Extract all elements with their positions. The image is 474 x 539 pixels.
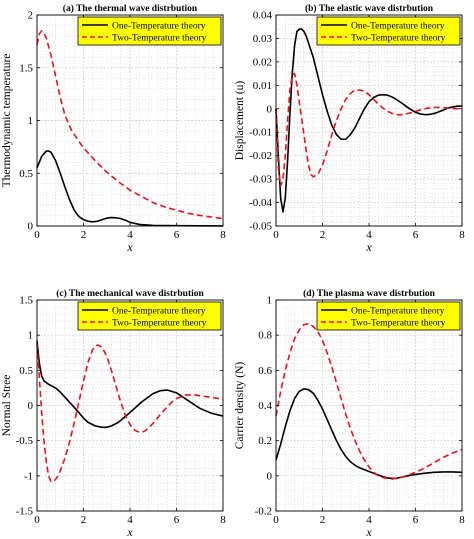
x-tick-label: 0 (34, 514, 40, 526)
legend: One-Temperature theory Two-Temperature th… (316, 16, 461, 46)
y-tick-label: -0.05 (249, 221, 272, 233)
y-tick-label: 0 (28, 400, 34, 412)
x-tick-label: 8 (220, 514, 226, 526)
x-tick-label: 2 (81, 514, 87, 526)
x-tick-label: 0 (34, 229, 40, 241)
panel-thermal-wave: 0 2 4 6 8 0 0.5 1 1.5 2 (a) The thermal wave distr… (1, 3, 226, 254)
y-tick-label: 0.2 (258, 435, 272, 447)
legend: One-Temperature theory Two-Temperature th… (316, 301, 461, 331)
series-line-two-temperature (36, 30, 224, 220)
x-axis-label: x (365, 240, 372, 254)
x-tick-label: 8 (459, 514, 465, 526)
legend-box (77, 301, 222, 331)
y-axis-label: Displacement (u) (234, 81, 246, 161)
y-tick-label: 2 (28, 10, 34, 22)
x-axis-label: x (126, 240, 133, 254)
y-tick-label: -1.5 (16, 506, 34, 518)
panel-mechanical-wave: 0 2 4 6 8 -1.5 -1 -0.5 0 0.5 1 1.5 (c) The mechanica… (1, 288, 226, 539)
series-line-two-temperature (36, 343, 224, 483)
x-tick-label: 6 (174, 229, 180, 241)
x-tick-label: 8 (220, 229, 226, 241)
x-tick-label: 6 (413, 514, 419, 526)
legend-entry: One-Temperature theory (351, 307, 445, 317)
y-tick-label: 0.01 (253, 80, 272, 92)
x-tick-label: 2 (81, 229, 87, 241)
series-line-one-temperature (275, 387, 463, 480)
y-tick-label: 1.5 (19, 295, 33, 307)
y-tick-label: -0.5 (16, 435, 34, 447)
panel-plasma-wave: 0 2 4 6 8-0.200.20.40.60.81(d) The plasma wa… (234, 288, 465, 539)
series-line-one-temperature (36, 340, 224, 429)
x-tick-label: 4 (127, 514, 133, 526)
y-tick-label: -0.04 (249, 197, 272, 209)
series-line-one-temperature (36, 150, 224, 227)
y-tick-label: 1 (28, 330, 34, 342)
y-tick-label: 0.04 (253, 10, 273, 22)
x-tick-label: 2 (320, 229, 326, 241)
legend-entry: One-Temperature theory (112, 307, 206, 317)
legend-entry: One-Temperature theory (351, 22, 445, 32)
x-tick-label: 4 (366, 229, 372, 241)
x-tick-label: 2 (320, 514, 326, 526)
legend-entry: Two-Temperature theory (112, 34, 207, 44)
y-axis-label: Normal Stree (1, 375, 13, 437)
y-tick-label: 1.5 (19, 62, 33, 74)
y-tick-label: 0.02 (253, 56, 272, 68)
legend-entry: One-Temperature theory (112, 22, 206, 32)
legend-box (316, 301, 461, 331)
y-axis-label: Thermodynamic temperature (1, 54, 13, 188)
legend-entry: Two-Temperature theory (351, 319, 446, 329)
x-tick-label: 8 (459, 229, 465, 241)
y-tick-label: 0.4 (258, 400, 272, 412)
panel-elastic-wave: 0 2 4 6 8 -0.05 -0.04 -0.03 -0.02 -0.01 0 0.01 0.02 0… (234, 3, 465, 254)
x-tick-label: 6 (174, 514, 180, 526)
y-tick-label: -0.03 (249, 174, 272, 186)
legend-box (316, 16, 461, 46)
series-line-two-temperature (275, 322, 463, 480)
x-axis-label: x (126, 525, 133, 539)
series-line-one-temperature (275, 28, 463, 213)
x-tick-label: 6 (413, 229, 419, 241)
legend: One-Temperature theory Two-Temperature th… (77, 16, 222, 46)
y-tick-label: 0.8 (258, 330, 272, 342)
chart-title: (c) The mechanical wave distrbution (56, 288, 204, 299)
legend-entry: Two-Temperature theory (112, 319, 207, 329)
y-tick-label: -1 (24, 470, 33, 482)
y-tick-label: 0.03 (253, 33, 273, 45)
y-tick-label: 0.5 (19, 168, 33, 180)
x-tick-label: 4 (366, 514, 372, 526)
y-axis-label: Carrier density (N) (234, 362, 246, 450)
x-axis-label: x (365, 525, 372, 539)
x-tick-label: 0 (273, 229, 279, 241)
legend: One-Temperature theory Two-Temperature th… (77, 301, 222, 331)
y-tick-label: -0.2 (255, 506, 272, 518)
y-tick-label: -0.01 (249, 127, 272, 139)
y-tick-label: -0.02 (249, 150, 272, 162)
y-tick-label: 0.6 (258, 365, 272, 377)
legend-entry: Two-Temperature theory (351, 34, 446, 44)
y-tick-label: 0 (267, 103, 273, 115)
series-line-two-temperature (275, 72, 462, 187)
chart-title: (a) The thermal wave distrbution (63, 3, 198, 14)
y-tick-label: 1 (28, 115, 34, 127)
chart-title: (d) The plasma wave distrbution (303, 288, 436, 299)
x-tick-label: 4 (127, 229, 133, 241)
legend-box (77, 16, 222, 46)
y-tick-label: 1 (267, 295, 273, 307)
y-tick-label: 0 (28, 221, 34, 233)
x-tick-label: 0 (273, 514, 279, 526)
y-tick-label: 0 (267, 470, 273, 482)
chart-title: (b) The elastic wave distrbution (305, 3, 434, 14)
y-tick-label: 0.5 (19, 365, 33, 377)
